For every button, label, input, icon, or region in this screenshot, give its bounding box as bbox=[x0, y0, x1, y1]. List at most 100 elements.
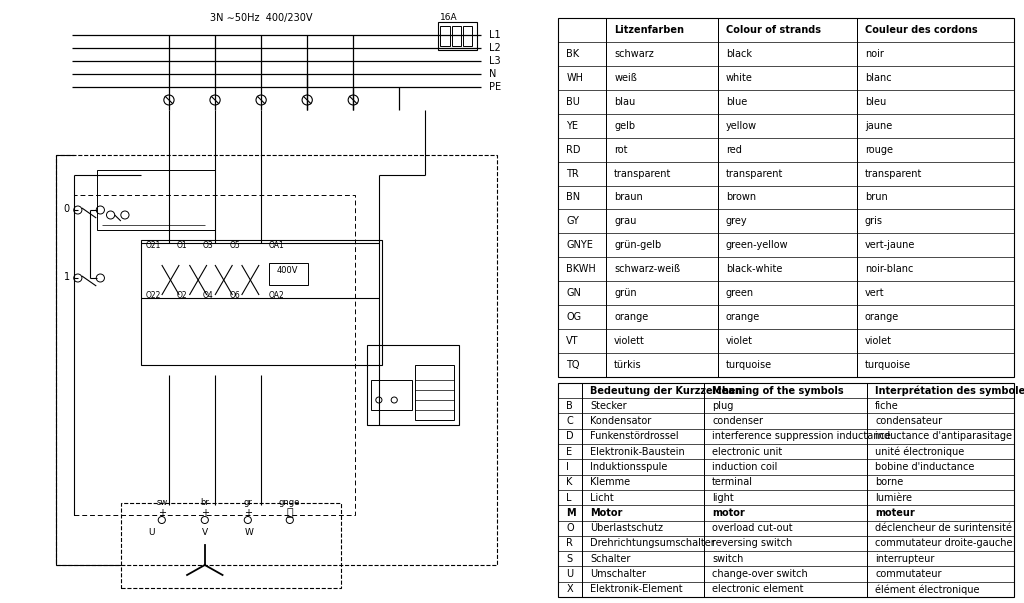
Text: violett: violett bbox=[614, 336, 645, 346]
Text: O2: O2 bbox=[176, 291, 186, 300]
Text: turquoise: turquoise bbox=[726, 360, 772, 370]
Text: br: br bbox=[201, 498, 209, 507]
Text: bleu: bleu bbox=[864, 97, 886, 107]
Text: motor: motor bbox=[712, 508, 744, 518]
Text: Drehrichtungsumschalter: Drehrichtungsumschalter bbox=[590, 538, 715, 549]
Text: +: + bbox=[201, 508, 209, 518]
Text: 16A: 16A bbox=[440, 13, 458, 22]
Text: yellow: yellow bbox=[726, 121, 757, 131]
Text: Umschalter: Umschalter bbox=[590, 569, 646, 579]
Text: U: U bbox=[148, 528, 155, 537]
Text: vert-jaune: vert-jaune bbox=[864, 241, 915, 250]
Bar bbox=[463, 26, 472, 46]
Text: brown: brown bbox=[726, 192, 756, 203]
Text: white: white bbox=[726, 73, 753, 83]
Bar bbox=[438, 22, 477, 50]
Text: M: M bbox=[566, 508, 575, 518]
Bar bbox=[269, 263, 308, 285]
Text: D: D bbox=[566, 431, 573, 441]
Text: grün-gelb: grün-gelb bbox=[614, 241, 662, 250]
Text: O3: O3 bbox=[203, 241, 213, 250]
Text: Motor: Motor bbox=[590, 508, 623, 518]
Text: commutateur: commutateur bbox=[876, 569, 942, 579]
Text: gelb: gelb bbox=[614, 121, 635, 131]
Text: GY: GY bbox=[566, 216, 580, 226]
Text: O22: O22 bbox=[145, 291, 161, 300]
Text: TQ: TQ bbox=[566, 360, 580, 370]
Text: transparent: transparent bbox=[726, 169, 783, 178]
Text: green: green bbox=[726, 288, 754, 298]
Text: YE: YE bbox=[566, 121, 579, 131]
Text: 0: 0 bbox=[63, 204, 70, 214]
Text: Couleur des cordons: Couleur des cordons bbox=[864, 25, 977, 35]
Text: interference suppression inductance: interference suppression inductance bbox=[712, 431, 891, 441]
Text: Licht: Licht bbox=[590, 493, 613, 502]
Text: grau: grau bbox=[614, 216, 637, 226]
Text: grey: grey bbox=[726, 216, 748, 226]
Text: vert: vert bbox=[864, 288, 885, 298]
Text: red: red bbox=[726, 145, 741, 154]
Bar bbox=[56, 155, 497, 565]
Text: plug: plug bbox=[712, 401, 733, 411]
Text: +: + bbox=[244, 508, 252, 518]
Text: S: S bbox=[566, 554, 572, 564]
Text: switch: switch bbox=[712, 554, 743, 564]
Text: BU: BU bbox=[566, 97, 581, 107]
Bar bbox=[97, 170, 215, 230]
Text: BKWH: BKWH bbox=[566, 264, 596, 274]
Text: turquoise: turquoise bbox=[864, 360, 911, 370]
Text: noir-blanc: noir-blanc bbox=[864, 264, 913, 274]
Text: sw: sw bbox=[157, 498, 167, 507]
Text: schwarz: schwarz bbox=[614, 49, 654, 59]
Text: unité électronique: unité électronique bbox=[876, 446, 965, 457]
Text: noir: noir bbox=[864, 49, 884, 59]
Text: Funkenstördrossel: Funkenstördrossel bbox=[590, 431, 679, 441]
Text: jaune: jaune bbox=[864, 121, 892, 131]
Text: türkis: türkis bbox=[614, 360, 642, 370]
Text: condenser: condenser bbox=[712, 416, 763, 426]
Text: GNYE: GNYE bbox=[566, 241, 593, 250]
Text: OA2: OA2 bbox=[268, 291, 284, 300]
Text: Stecker: Stecker bbox=[590, 401, 627, 411]
Bar bbox=[415, 365, 454, 420]
Text: O6: O6 bbox=[229, 291, 240, 300]
Text: Meaning of the symbols: Meaning of the symbols bbox=[712, 385, 844, 396]
Text: light: light bbox=[712, 493, 734, 502]
Text: borne: borne bbox=[876, 478, 903, 487]
Text: O21: O21 bbox=[145, 241, 161, 250]
Text: change-over switch: change-over switch bbox=[712, 569, 808, 579]
Text: lumière: lumière bbox=[876, 493, 912, 502]
Text: Bedeutung der Kurzzeichen: Bedeutung der Kurzzeichen bbox=[590, 385, 742, 396]
Text: L1: L1 bbox=[489, 30, 501, 40]
Text: induction coil: induction coil bbox=[712, 462, 777, 472]
Text: transparent: transparent bbox=[614, 169, 672, 178]
Text: commutateur droite-gauche: commutateur droite-gauche bbox=[876, 538, 1013, 549]
Text: Kondensator: Kondensator bbox=[590, 416, 651, 426]
Text: OA1: OA1 bbox=[268, 241, 284, 250]
Text: C: C bbox=[566, 416, 573, 426]
Bar bbox=[74, 195, 355, 515]
Bar bbox=[452, 26, 461, 46]
Text: bobine d'inductance: bobine d'inductance bbox=[876, 462, 975, 472]
Text: +: + bbox=[158, 508, 166, 518]
Text: orange: orange bbox=[864, 312, 899, 322]
Text: blau: blau bbox=[614, 97, 635, 107]
Text: Schalter: Schalter bbox=[590, 554, 631, 564]
Text: L: L bbox=[566, 493, 571, 502]
Text: violet: violet bbox=[726, 336, 753, 346]
Text: E: E bbox=[566, 447, 572, 456]
Text: orange: orange bbox=[614, 312, 648, 322]
Text: OG: OG bbox=[566, 312, 582, 322]
Text: ⏚: ⏚ bbox=[287, 508, 293, 518]
Text: N: N bbox=[489, 69, 497, 79]
Text: Überlastschutz: Überlastschutz bbox=[590, 523, 663, 533]
Text: Colour of strands: Colour of strands bbox=[726, 25, 821, 35]
Text: X: X bbox=[566, 584, 572, 595]
Text: fiche: fiche bbox=[876, 401, 899, 411]
Bar bbox=[141, 240, 382, 365]
Text: PE: PE bbox=[489, 82, 502, 92]
Text: 400V: 400V bbox=[276, 266, 298, 275]
Text: orange: orange bbox=[726, 312, 760, 322]
Text: transparent: transparent bbox=[864, 169, 923, 178]
Text: O5: O5 bbox=[229, 241, 240, 250]
